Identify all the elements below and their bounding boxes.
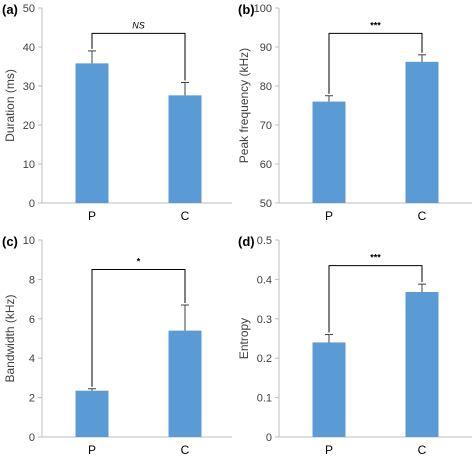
panel-label: (a)	[2, 2, 18, 17]
bar-C	[405, 61, 439, 203]
category-label: C	[418, 443, 427, 457]
y-tick-label: 20	[23, 120, 35, 132]
y-axis-title: Bandwidth (kHz)	[3, 294, 17, 382]
y-tick-label: 10	[23, 159, 35, 171]
y-tick-label: 50	[23, 3, 35, 15]
bar-C	[405, 292, 439, 437]
y-tick-label: 0.5	[257, 235, 272, 247]
y-tick-label: 4	[29, 353, 35, 365]
y-tick-label: 0.3	[257, 314, 272, 326]
category-label: C	[418, 209, 427, 223]
chart-panel-a: (a) 0 10 20 30 40 50 Duration (ms) P C NS	[2, 2, 232, 223]
y-tick-label: 0	[29, 198, 35, 210]
y-tick-label: 50	[260, 198, 272, 210]
significance-bracket	[328, 32, 423, 94]
bar-P	[75, 63, 109, 203]
y-tick-label: 2	[29, 393, 35, 405]
chart-panel-b: (b) 50 60 70 80 90 100 Peak frequency (kHz) P C **…	[237, 2, 472, 223]
panel-label: (c)	[2, 234, 18, 249]
chart-panel-c: (c) 0 2 4 6 8 10 Bandwidth (kHz) P C *	[2, 234, 232, 457]
bar-C	[168, 95, 202, 203]
significance-bracket	[91, 269, 186, 387]
y-tick-label: 80	[260, 81, 272, 93]
y-tick-label: 40	[23, 42, 35, 54]
y-axis-title: Entropy	[237, 318, 251, 359]
y-axis-title: Duration (ms)	[3, 69, 17, 142]
category-label: C	[181, 443, 190, 457]
y-tick-label: 10	[23, 235, 35, 247]
significance-label: ***	[370, 253, 381, 263]
significance-bracket	[91, 32, 186, 81]
y-tick-label: 0.4	[257, 274, 272, 286]
y-tick-label: 100	[254, 3, 272, 15]
y-tick-label: 0	[29, 432, 35, 444]
category-label: P	[325, 209, 333, 223]
bar-P	[312, 101, 346, 203]
significance-label: ***	[370, 20, 381, 30]
chart-panel-d: (d) 0 0.1 0.2 0.3 0.4 0.5 Entropy P C ***	[237, 234, 472, 457]
category-label: P	[88, 209, 96, 223]
y-tick-label: 70	[260, 120, 272, 132]
significance-label: *	[137, 257, 141, 267]
y-axis-title: Peak frequency (kHz)	[237, 48, 251, 163]
y-tick-label: 6	[29, 314, 35, 326]
panel-label: (d)	[238, 234, 255, 249]
y-tick-label: 60	[260, 159, 272, 171]
category-label: P	[325, 443, 333, 457]
bar-P	[312, 342, 346, 437]
bar-C	[168, 330, 202, 437]
bar-P	[75, 390, 109, 437]
y-tick-label: 90	[260, 42, 272, 54]
significance-label: NS	[132, 20, 145, 30]
category-label: C	[181, 209, 190, 223]
y-tick-label: 0.1	[257, 393, 272, 405]
significance-bracket	[328, 265, 423, 333]
y-tick-label: 0	[266, 432, 272, 444]
y-tick-label: 0.2	[257, 353, 272, 365]
category-label: P	[88, 443, 96, 457]
y-tick-label: 8	[29, 274, 35, 286]
panel-label: (b)	[238, 2, 255, 17]
y-tick-label: 30	[23, 81, 35, 93]
